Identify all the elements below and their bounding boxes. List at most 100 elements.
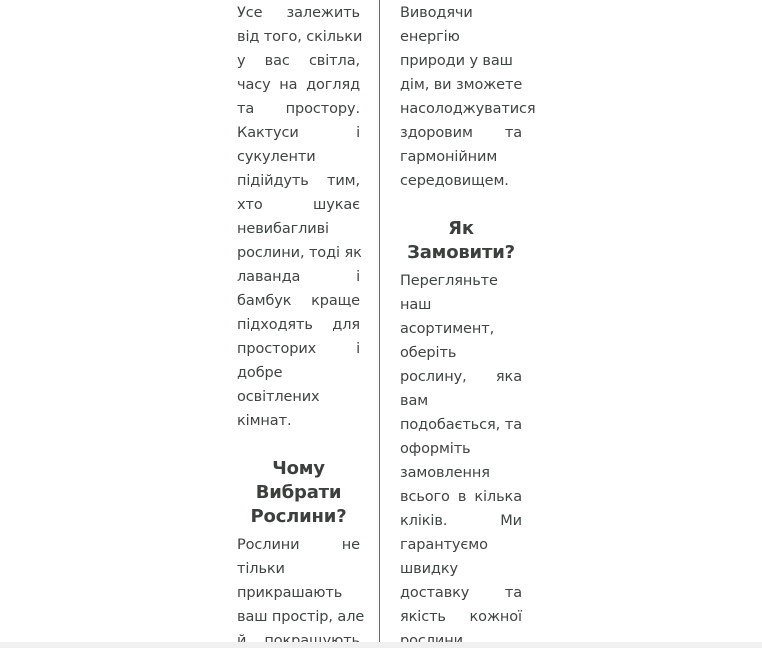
heading-line: Чому	[272, 458, 325, 479]
word: і	[356, 269, 360, 285]
heading-line: Вибрати	[255, 482, 342, 503]
paragraph-line: й покращують	[237, 629, 360, 642]
word: всього	[400, 489, 450, 505]
word: в	[457, 489, 467, 505]
paragraph-line: подобається, та	[400, 413, 522, 437]
word: кілька	[474, 489, 522, 505]
paragraph-line: оберіть	[400, 345, 457, 361]
paragraph-line: якість кожної	[400, 605, 522, 629]
word: не	[341, 537, 360, 553]
paragraph-line: швидку	[400, 561, 459, 577]
word: та	[237, 101, 255, 117]
word: лаванда	[237, 269, 301, 285]
paragraph-line: середовищем.	[400, 173, 509, 189]
paragraph-line: прикрашають	[237, 585, 343, 601]
word: краще	[311, 293, 360, 309]
word: бамбук	[237, 293, 292, 309]
paragraph-line: асортимент,	[400, 321, 495, 337]
word: підходять	[237, 317, 313, 333]
word: і	[356, 341, 360, 357]
word: та	[504, 417, 522, 433]
column-divider	[379, 0, 380, 642]
word: часу	[237, 77, 271, 93]
word: подобається,	[400, 417, 501, 433]
paragraph-line: освітлених	[237, 389, 320, 405]
paragraph-line: підходять для	[237, 313, 360, 337]
paragraph-line: дім, ви зможете	[400, 77, 523, 93]
paragraph-line: часу на догляд	[237, 73, 360, 97]
paragraph-line: лаванда і	[237, 265, 360, 289]
word: шукає	[313, 197, 360, 213]
word: та	[504, 585, 522, 601]
paragraph-line: всього в кілька	[400, 485, 522, 509]
paragraph-line: Перегляньте	[400, 273, 498, 289]
word: на	[279, 77, 298, 93]
word: хто	[237, 197, 263, 213]
paragraph-line: гармонійним	[400, 149, 498, 165]
word: та	[504, 125, 522, 141]
paragraph-line: енергію	[400, 29, 460, 45]
right-column: Виводячи енергію природи у ваш дім, ви змож…	[400, 0, 536, 642]
word: догляд	[306, 77, 360, 93]
word: яка	[495, 369, 522, 385]
text-block: Виводячи енергію природи у ваш дім, ви змож…	[400, 1, 536, 193]
paragraph-line: від того, скільки	[237, 29, 363, 45]
section-heading: Як Замовити?	[400, 217, 522, 265]
word: кожної	[469, 609, 523, 625]
word: у	[237, 53, 246, 69]
word: якість	[400, 609, 446, 625]
paragraph-line: кімнат.	[237, 413, 292, 429]
paragraph-line: кліків. Ми	[400, 509, 522, 533]
left-column: Усе залежить від того, скільки у вас світла, ч…	[237, 0, 365, 642]
heading-line: Замовити?	[407, 242, 515, 263]
word: доставку	[400, 585, 470, 601]
paragraph-line: Виводячи	[400, 5, 473, 21]
heading-line: Рослини?	[250, 506, 347, 527]
word: просторих	[237, 341, 317, 357]
paragraph-line: природи у ваш	[400, 53, 513, 69]
paragraph-line: вам	[400, 393, 429, 409]
text-block: Перегляньте наш асортимент, оберіть рослину,…	[400, 269, 522, 642]
word: покращують	[264, 633, 360, 642]
paragraph-line: замовлення	[400, 465, 490, 481]
paragraph-line: добре	[237, 365, 283, 381]
section-heading: Чому Вибрати Рослини?	[237, 457, 360, 529]
word: підійдуть	[237, 173, 309, 189]
word: рослину,	[400, 369, 467, 385]
word: вас	[264, 53, 290, 69]
word: залежить	[286, 5, 361, 21]
word: кліків.	[400, 513, 448, 529]
paragraph-line: насолоджуватися	[400, 101, 536, 117]
paragraph-line: підійдуть тим,	[237, 169, 360, 193]
paragraph-line: здоровим та	[400, 121, 522, 145]
word: простору.	[285, 101, 360, 117]
paragraph-line: бамбук краще	[237, 289, 360, 313]
paragraph-line: просторих і	[237, 337, 360, 361]
paragraph-line: оформіть	[400, 441, 471, 457]
word: світла,	[308, 53, 360, 69]
paragraph-line: у вас світла,	[237, 49, 360, 73]
paragraph-line: гарантуємо	[400, 537, 488, 553]
text-block: Рослини не тільки прикрашають ваш простір, а…	[237, 533, 365, 642]
word: для	[332, 317, 360, 333]
paragraph-line: невибагливі	[237, 221, 329, 237]
paragraph-line: хто шукає	[237, 193, 360, 217]
text-block: Усе залежить від того, скільки у вас світла, ч…	[237, 1, 363, 433]
paragraph-line: Кактуси і	[237, 121, 360, 145]
horizontal-scrollbar[interactable]	[0, 642, 762, 648]
word: Усе	[237, 5, 263, 21]
word: Рослини	[237, 537, 300, 553]
word: тим,	[326, 173, 360, 189]
word: здоровим	[400, 125, 473, 141]
word: і	[356, 125, 360, 141]
paragraph-line: Рослини не	[237, 533, 360, 557]
paragraph-line: доставку та	[400, 581, 522, 605]
paragraph-line: ваш простір, але	[237, 609, 365, 625]
paragraph-line: наш	[400, 297, 432, 313]
paragraph-line: Усе залежить	[237, 1, 360, 25]
paragraph-line: рослини.	[400, 633, 468, 642]
paragraph-line: рослину, яка	[400, 365, 522, 389]
paragraph-line: сукуленти	[237, 149, 316, 165]
word: Ми	[500, 513, 522, 529]
